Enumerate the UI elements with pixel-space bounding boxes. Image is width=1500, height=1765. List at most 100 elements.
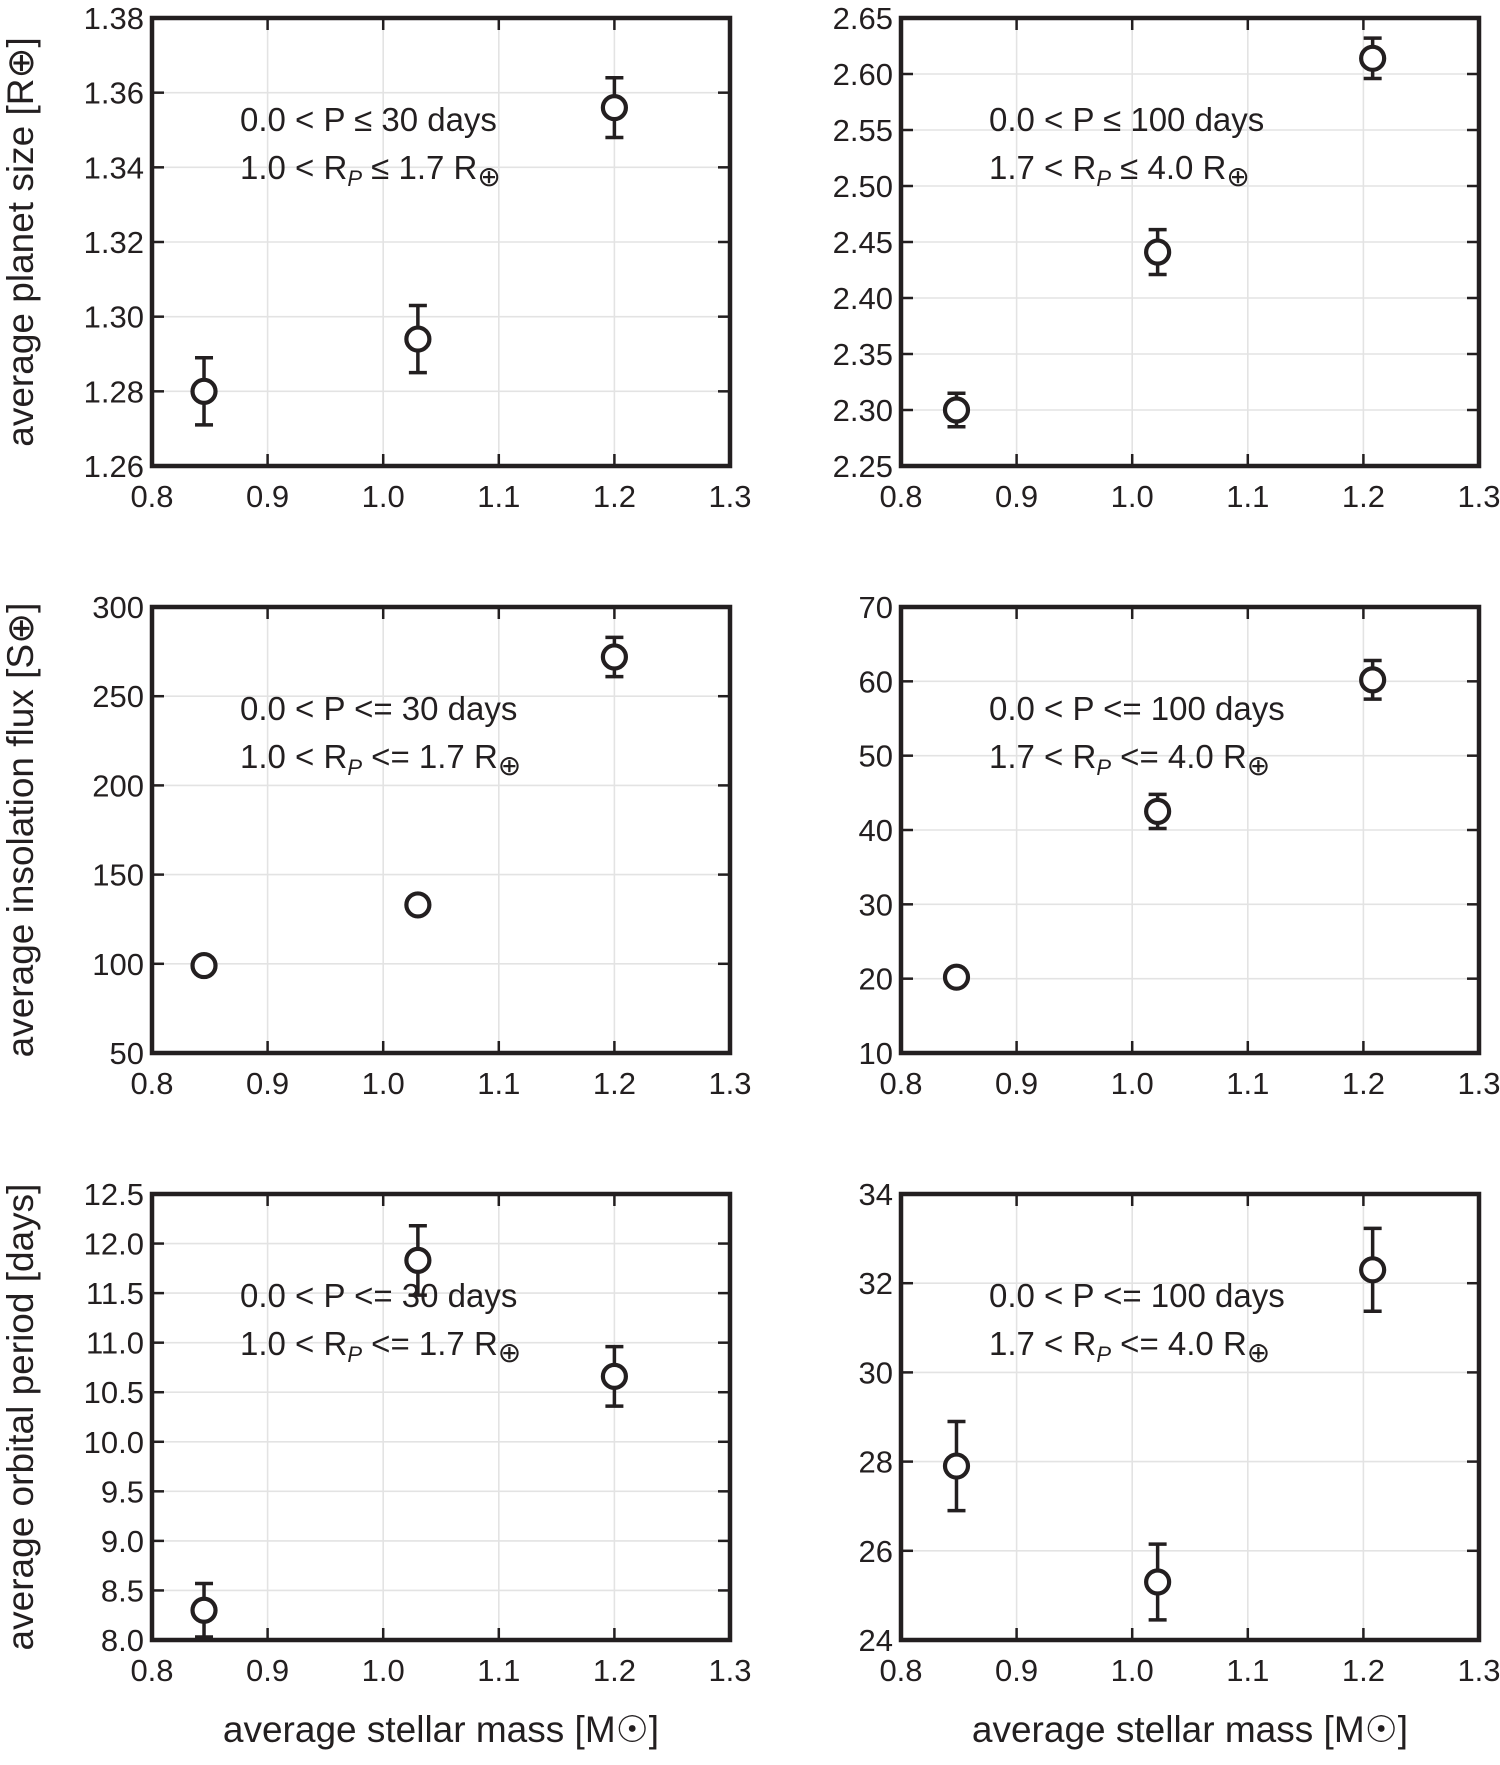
annotation-radius-range: 1.0 < RP <= 1.7 R⊕ — [240, 738, 521, 781]
plot-frame — [149, 604, 733, 1056]
data-point — [1359, 658, 1387, 701]
y-tick-label: 2.40 — [833, 281, 893, 316]
marker-circle — [1144, 238, 1172, 266]
plot-frame — [898, 15, 1482, 469]
x-tick-label: 1.1 — [477, 1066, 520, 1101]
x-tick-label: 1.1 — [1226, 1653, 1269, 1688]
x-tick-label: 0.8 — [130, 479, 173, 514]
y-tick-label: 1.26 — [84, 449, 144, 484]
marker-circle — [190, 1596, 218, 1624]
x-tick-label: 1.3 — [1457, 1653, 1500, 1688]
x-tick-label: 1.1 — [477, 1653, 520, 1688]
data-point — [942, 1419, 971, 1513]
x-tick-label: 1.0 — [362, 1653, 405, 1688]
y-tick-label: 30 — [859, 887, 893, 922]
annotation-radius-range: 1.0 < RP ≤ 1.7 R⊕ — [240, 149, 501, 192]
y-tick-label: 1.34 — [84, 150, 144, 185]
x-tick-label: 1.0 — [1111, 479, 1154, 514]
y-tick-label: 12.5 — [84, 1177, 144, 1212]
data-point — [190, 355, 218, 427]
x-tick-label: 0.8 — [879, 479, 922, 514]
y-tick-label: 30 — [859, 1355, 893, 1390]
x-tick-label: 0.9 — [246, 479, 289, 514]
annotation-period-range: 0.0 < P <= 30 days — [240, 1277, 517, 1314]
data-point — [600, 635, 629, 679]
y-tick-label: 100 — [92, 947, 144, 982]
marker-circle — [190, 951, 218, 980]
plot-frame — [149, 15, 733, 469]
x-tick-label: 0.8 — [879, 1066, 922, 1101]
marker-circle — [190, 377, 218, 405]
annotation-period-range: 0.0 < P <= 100 days — [989, 1277, 1285, 1314]
marker-circle — [1144, 797, 1172, 826]
y-axis-label: average planet size [R⊕] — [0, 37, 41, 446]
marker-circle — [404, 1246, 432, 1275]
plot-frame — [898, 1191, 1482, 1643]
y-tick-label: 8.5 — [101, 1573, 144, 1608]
data-point — [1359, 36, 1387, 81]
y-tick-label: 9.5 — [101, 1474, 144, 1509]
y-tick-label: 10.5 — [84, 1375, 144, 1410]
x-tick-label: 1.3 — [1457, 1066, 1500, 1101]
annotation-period-range: 0.0 < P ≤ 30 days — [240, 101, 497, 138]
y-tick-label: 50 — [110, 1036, 144, 1071]
y-tick-label: 2.25 — [833, 449, 893, 484]
annotation-period-range: 0.0 < P <= 100 days — [989, 690, 1285, 727]
y-tick-label: 2.30 — [833, 393, 893, 428]
x-tick-label: 1.2 — [1342, 1653, 1385, 1688]
data-point — [404, 1223, 432, 1297]
y-tick-label: 2.45 — [833, 225, 893, 260]
x-tick-label: 0.8 — [130, 1653, 173, 1688]
marker-circle — [600, 93, 629, 122]
marker-circle — [600, 1362, 629, 1390]
y-tick-label: 20 — [859, 962, 893, 997]
marker-circle — [942, 1452, 971, 1480]
y-tick-label: 11.5 — [86, 1276, 144, 1311]
x-tick-label: 1.2 — [1342, 1066, 1385, 1101]
x-tick-label: 1.1 — [1226, 1066, 1269, 1101]
y-tick-label: 2.50 — [833, 169, 893, 204]
marker-circle — [404, 325, 432, 353]
y-tick-label: 1.36 — [84, 76, 144, 111]
x-tick-label: 1.2 — [593, 1066, 636, 1101]
data-point — [404, 303, 432, 375]
data-point — [600, 1344, 629, 1408]
x-axis-label: average stellar mass [M☉] — [223, 1709, 659, 1750]
x-tick-label: 1.0 — [1111, 1653, 1154, 1688]
y-tick-label: 1.30 — [84, 300, 144, 335]
data-point — [942, 391, 971, 429]
data-point — [404, 891, 432, 919]
x-axis-label: average stellar mass [M☉] — [972, 1709, 1408, 1750]
x-tick-label: 1.2 — [1342, 479, 1385, 514]
x-tick-label: 0.9 — [995, 1653, 1038, 1688]
y-tick-label: 26 — [859, 1534, 893, 1569]
data-point — [942, 963, 971, 991]
marker-circle — [942, 963, 971, 991]
data-point — [1359, 1226, 1387, 1314]
y-tick-label: 11.0 — [86, 1326, 144, 1361]
chart-panel-1: 0.8 0.9 1.0 1.1 1.2 1.3 1.26 1.28 1.30 1.32 1.34 1.… — [0, 1, 752, 514]
chart-panel-5: 0.8 0.9 1.0 1.1 1.2 1.3 8.0 8.5 9.0 9.5 10.0 10.5 11… — [0, 1177, 752, 1750]
data-point — [1144, 792, 1172, 831]
x-tick-label: 1.3 — [708, 1066, 751, 1101]
y-tick-label: 1.28 — [84, 374, 144, 409]
plot-frame — [149, 1191, 733, 1643]
y-tick-label: 2.60 — [833, 57, 893, 92]
x-tick-label: 1.0 — [362, 1066, 405, 1101]
y-axis-label: average orbital period [days] — [0, 1184, 41, 1651]
y-tick-label: 60 — [859, 664, 893, 699]
y-tick-label: 9.0 — [101, 1524, 144, 1559]
chart-panel-6: 0.8 0.9 1.0 1.1 1.2 1.3 24 26 28 30 32 34 average st… — [859, 1177, 1500, 1750]
y-tick-label: 200 — [92, 768, 144, 803]
y-tick-label: 28 — [859, 1445, 893, 1480]
y-tick-label: 40 — [859, 813, 893, 848]
data-point — [190, 951, 218, 980]
y-tick-label: 50 — [859, 739, 893, 774]
y-tick-label: 1.38 — [84, 1, 144, 36]
y-tick-label: 32 — [859, 1266, 893, 1301]
y-tick-label: 150 — [92, 858, 144, 893]
y-tick-label: 2.65 — [833, 1, 893, 36]
marker-circle — [1144, 1568, 1172, 1596]
annotation-radius-range: 1.0 < RP <= 1.7 R⊕ — [240, 1325, 521, 1368]
y-tick-label: 12.0 — [84, 1227, 144, 1262]
